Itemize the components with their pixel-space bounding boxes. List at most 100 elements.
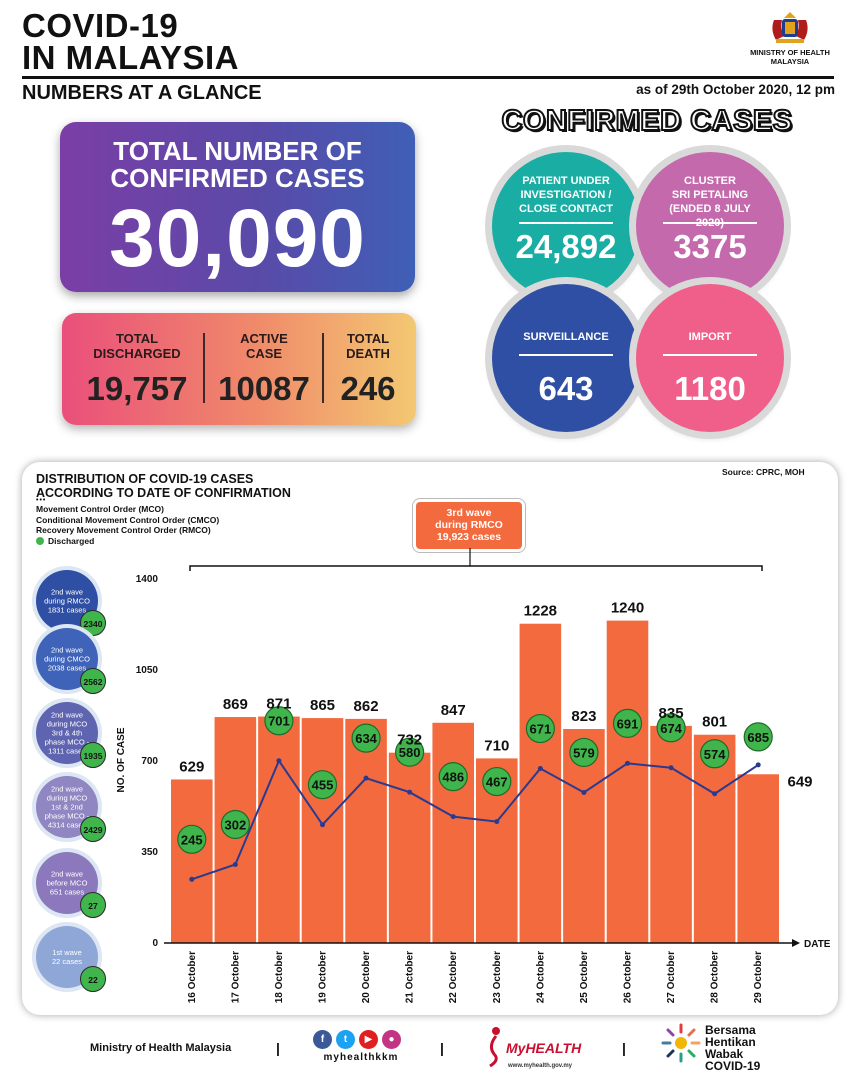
cluster-circle: CLUSTER SRI PETALING (ENDED 8 JULY 2020)… — [636, 152, 784, 300]
x-tick-label: 26 October — [623, 951, 634, 1003]
discharged-bubble — [656, 713, 686, 743]
x-tick-label: 22 October — [448, 951, 459, 1003]
side-wave-item: 2nd wave during MCO 1st & 2nd phase MCO -43… — [36, 776, 106, 842]
discharged-point — [320, 822, 325, 828]
y-tick-label: 0 — [152, 938, 158, 949]
death-stat: TOTAL DEATH 246 — [326, 331, 410, 407]
twitter-icon[interactable]: t — [336, 1030, 355, 1049]
discharged-value-label: 245 — [181, 832, 203, 847]
instagram-icon[interactable]: ● — [382, 1030, 401, 1049]
chart-bar — [258, 716, 300, 943]
pui-circle: PATIENT UNDER INVESTIGATION / CLOSE CONT… — [492, 152, 640, 300]
myhealth-logo[interactable]: MyHEALTH — [506, 1040, 582, 1056]
discharged-bubble — [525, 713, 555, 744]
side-wave-label: 1st wave 22 cases — [51, 948, 83, 966]
bar-value-label: 732 — [397, 732, 422, 749]
side-wave-item: 2nd wave before MCO 651 cases 27 — [36, 852, 106, 918]
discharged-point — [450, 814, 456, 820]
footer-separator: | — [276, 1040, 280, 1056]
discharged-value-label: 701 — [268, 714, 290, 729]
total-confirmed-label: TOTAL NUMBER OF CONFIRMED CASES — [110, 136, 365, 193]
footer-ministry: Ministry of Health Malaysia — [90, 1042, 232, 1054]
discharged-point — [276, 758, 282, 764]
cases-bar-chart: 629 869 871 865 862 732 847 710 1228 823 1240 835 80… — [116, 548, 831, 1003]
discharged-bubble — [569, 737, 599, 768]
bar-value-label: 823 — [571, 708, 596, 725]
total-confirmed-value: 30,090 — [109, 193, 366, 284]
discharged-value-label: 691 — [617, 716, 639, 731]
x-tick-label: 28 October — [710, 951, 721, 1003]
youtube-icon[interactable]: ▶ — [359, 1030, 378, 1049]
side-wave-discharged-badge: 27 — [80, 892, 106, 918]
side-wave-discharged-badge: 22 — [80, 966, 106, 992]
x-tick-label: 29 October — [753, 951, 764, 1003]
discharged-point — [625, 760, 630, 766]
chart-bar — [345, 718, 387, 943]
page-subtitle: NUMBERS AT A GLANCE — [22, 82, 262, 104]
x-tick-label: 17 October — [230, 951, 241, 1003]
chart-title: DISTRIBUTION OF COVID-19 CASES ACCORDING… — [36, 472, 291, 500]
bar-value-label: 865 — [310, 697, 335, 714]
side-wave-label: 2nd wave during MCO 1st & 2nd phase MCO -43… — [44, 784, 90, 830]
bar-value-label: 1228 — [524, 603, 557, 620]
x-tick-label: 21 October — [405, 951, 416, 1003]
discharged-value-label: 467 — [486, 775, 508, 790]
bersama-sun-icon — [661, 1023, 701, 1063]
chart-bar — [171, 779, 213, 943]
page-title: COVID-19 IN MALAYSIA — [22, 7, 239, 74]
y-tick-label: 1400 — [136, 574, 159, 585]
chart-bar — [388, 752, 431, 943]
ministry-label: MINISTRY OF HEALTH MALAYSIA — [750, 48, 830, 66]
bar-value-label: 629 — [179, 758, 204, 775]
y-tick-label: 350 — [141, 847, 158, 858]
active-stat: ACTIVE CASE 10087 — [208, 331, 320, 407]
confirmed-cases-title: CONFIRMED CASES — [500, 104, 793, 138]
facebook-icon[interactable]: f — [313, 1030, 332, 1049]
side-wave-label: 2nd wave during RMCO 1831 cases — [44, 587, 90, 615]
legend-discharged: Discharged — [36, 536, 219, 547]
stat-divider — [322, 333, 324, 403]
side-wave-label: 2nd wave during MCO 3rd & 4th phase MCO -13… — [44, 710, 90, 756]
import-value: 1180 — [674, 370, 746, 407]
chart-bar — [432, 722, 474, 943]
discharged-value-label: 579 — [573, 745, 595, 760]
discharged-stat: TOTAL DISCHARGED 19,757 — [72, 331, 202, 407]
discharged-value-label: 302 — [225, 817, 247, 832]
discharged-point — [494, 819, 500, 825]
discharged-bubble — [351, 723, 381, 753]
pui-value: 24,892 — [515, 228, 617, 265]
chart-bar — [737, 774, 779, 943]
discharged-point — [581, 789, 587, 795]
bar-value-label: 847 — [441, 702, 466, 719]
chart-bar — [693, 734, 736, 943]
discharged-point — [407, 789, 413, 795]
chart-bar — [606, 620, 649, 943]
discharged-point — [755, 762, 761, 768]
discharged-value-label: 671 — [530, 722, 552, 737]
discharged-value-label: 574 — [704, 747, 726, 762]
x-tick-label: 23 October — [492, 951, 503, 1003]
legend-dots-icon: ••• — [36, 497, 47, 504]
social-handle[interactable]: myhealthkkm — [323, 1052, 399, 1063]
side-wave-label: 2nd wave during CMCO 2038 cases — [44, 645, 90, 673]
discharged-point — [189, 876, 195, 882]
side-wave-discharged-badge: 2562 — [80, 668, 106, 694]
title-line1: COVID-19 — [22, 7, 179, 44]
x-tick-label: 24 October — [535, 951, 546, 1003]
discharged-line — [191, 758, 759, 881]
bar-value-label: 1240 — [611, 600, 644, 617]
discharged-bubble — [177, 824, 207, 854]
myhealth-figure-icon — [489, 1027, 500, 1068]
discharged-bubble — [264, 706, 294, 736]
surveillance-value: 643 — [538, 370, 594, 407]
active-value: 10087 — [218, 370, 310, 407]
chart-bar — [650, 725, 692, 943]
myhealth-url[interactable]: www.myhealth.gov.my — [508, 1063, 573, 1069]
x-tick-label: 18 October — [274, 951, 285, 1003]
bar-value-label: 862 — [354, 698, 379, 715]
footer-separator: | — [622, 1040, 626, 1056]
footer-separator: | — [440, 1040, 444, 1056]
discharged-value-label: 634 — [355, 731, 377, 746]
discharged-value-label: 685 — [747, 730, 769, 745]
cluster-value: 3375 — [673, 228, 747, 265]
